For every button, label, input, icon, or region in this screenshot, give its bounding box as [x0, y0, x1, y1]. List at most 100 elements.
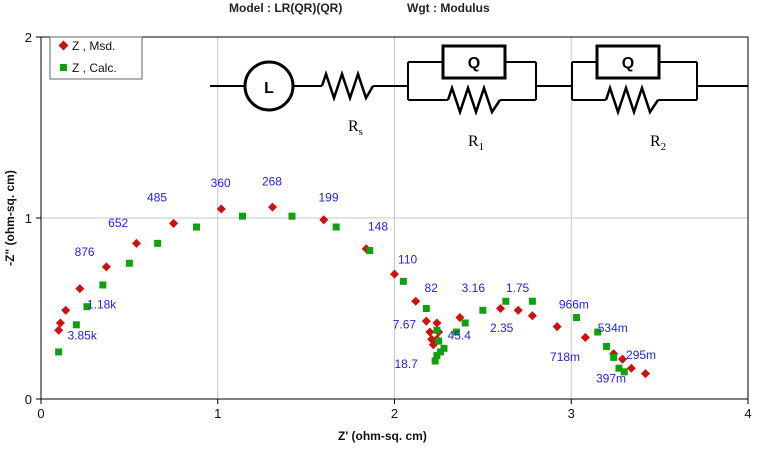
calculated-point [193, 223, 201, 231]
calculated-point [528, 297, 536, 305]
frequency-label: 268 [262, 174, 282, 188]
calculated-point [332, 223, 340, 231]
frequency-label: 7.67 [393, 317, 417, 331]
frequency-label: 718m [550, 350, 580, 364]
calculated-point [603, 343, 611, 351]
calculated-point [83, 303, 91, 311]
y-axis-ticks: 0 1 2 [25, 30, 41, 407]
frequency-label: 876 [75, 245, 95, 259]
frequency-label: 3.16 [462, 281, 486, 295]
resistor-r2-sub: 2 [661, 141, 667, 153]
measured-point [319, 215, 329, 225]
calculated-point [452, 328, 460, 336]
frequency-label: 3.85k [68, 328, 98, 342]
resistor-r1-main: R [468, 133, 479, 150]
x-tick-label: 4 [744, 406, 751, 421]
frequency-label: 485 [147, 191, 167, 205]
frequency-label: 1.75 [506, 281, 530, 295]
calculated-point [594, 328, 602, 336]
y-tick-label: 0 [25, 392, 32, 407]
legend-calculated-label: Z , Calc. [72, 61, 117, 75]
measured-point [216, 204, 226, 214]
calculated-point [436, 348, 444, 356]
calculated-point [72, 321, 80, 329]
legend-measured-label: Z , Msd. [72, 39, 115, 53]
calculated-point [366, 247, 374, 255]
cpe-q2-label: Q [622, 55, 634, 72]
calculated-point [620, 368, 628, 376]
resistor-rs-symbol [320, 70, 375, 102]
frequency-label: 966m [559, 298, 589, 312]
resistor-r1-sub: 1 [479, 141, 485, 153]
measured-point [169, 218, 179, 228]
calculated-point [288, 212, 296, 220]
frequency-label: 397m [596, 372, 626, 386]
measured-point [626, 363, 636, 373]
resistor-r2-main: R [650, 133, 661, 150]
calculated-point [238, 212, 246, 220]
calculated-point [55, 348, 63, 356]
calculated-point [422, 305, 430, 312]
measured-point [527, 311, 537, 321]
chart-weighting: Wgt : Modulus [407, 1, 490, 15]
frequency-label: 652 [108, 216, 128, 230]
legend: Z , Msd. Z , Calc. [49, 36, 143, 80]
calculated-point [99, 281, 107, 289]
equivalent-circuit-diagram [210, 44, 748, 116]
cpe-q1-label: Q [468, 55, 480, 72]
calculated-point [431, 357, 439, 365]
inductor-label: L [264, 80, 274, 97]
frequency-label: 295m [626, 348, 656, 362]
legend-measured-marker [58, 40, 69, 51]
calculated-point [433, 326, 441, 334]
calculated-point [502, 297, 510, 305]
legend-box [49, 36, 143, 80]
resistor-r2-symbol [604, 84, 660, 116]
calculated-point [399, 277, 407, 285]
resistor-rs-sub: s [359, 126, 363, 138]
calculated-point [433, 352, 441, 360]
calculated-point [435, 337, 443, 345]
calculated-point [440, 344, 448, 352]
x-tick-label: 2 [391, 406, 398, 421]
resistor-rs-main: R [348, 118, 359, 135]
frequency-labels: 360 268 485 199 652 148 876 110 82 3.16 1.75 1.18k 9… [68, 174, 657, 385]
x-tick-label: 3 [568, 406, 575, 421]
chart-title: Model : LR(QR)(QR) [229, 1, 342, 15]
x-tick-label: 0 [37, 406, 44, 421]
measured-point [580, 332, 590, 342]
calculated-point [610, 353, 618, 361]
frequency-label: 534m [598, 321, 628, 335]
calculated-point [479, 306, 487, 314]
measured-point [75, 284, 85, 294]
legend-calculated-marker [60, 64, 67, 71]
calculated-point [615, 364, 623, 372]
frequency-label: 148 [368, 220, 388, 234]
x-tick-label: 1 [214, 406, 221, 421]
calculated-point [154, 239, 162, 247]
calculated-point [125, 259, 133, 267]
y-tick-label: 1 [25, 211, 32, 226]
y-axis-label: -Z" (ohm-sq. cm) [3, 170, 17, 266]
resistor-rs-label: Rs [348, 118, 363, 138]
frequency-label: 45.4 [448, 328, 472, 342]
y-tick-label: 2 [25, 30, 32, 45]
calculated-point [573, 314, 581, 322]
frequency-label: 1.18k [87, 298, 117, 312]
resistor-r1-symbol [446, 84, 502, 116]
resistor-r2-label: R2 [650, 133, 666, 153]
resistor-r1-label: R1 [468, 133, 484, 153]
frequency-label: 2.35 [490, 321, 514, 335]
x-axis-ticks: 0 1 2 3 4 [37, 399, 752, 421]
measured-point [101, 262, 111, 272]
frequency-label: 199 [318, 191, 338, 205]
frequency-label: 82 [425, 281, 439, 295]
calculated-point [461, 319, 469, 327]
measured-point [513, 305, 523, 315]
frequency-label: 110 [398, 252, 417, 266]
x-axis-label: Z' (ohm-sq. cm) [338, 429, 427, 443]
frequency-label: 360 [211, 176, 231, 190]
frequency-label: 18.7 [395, 357, 419, 371]
measured-point [617, 354, 628, 364]
